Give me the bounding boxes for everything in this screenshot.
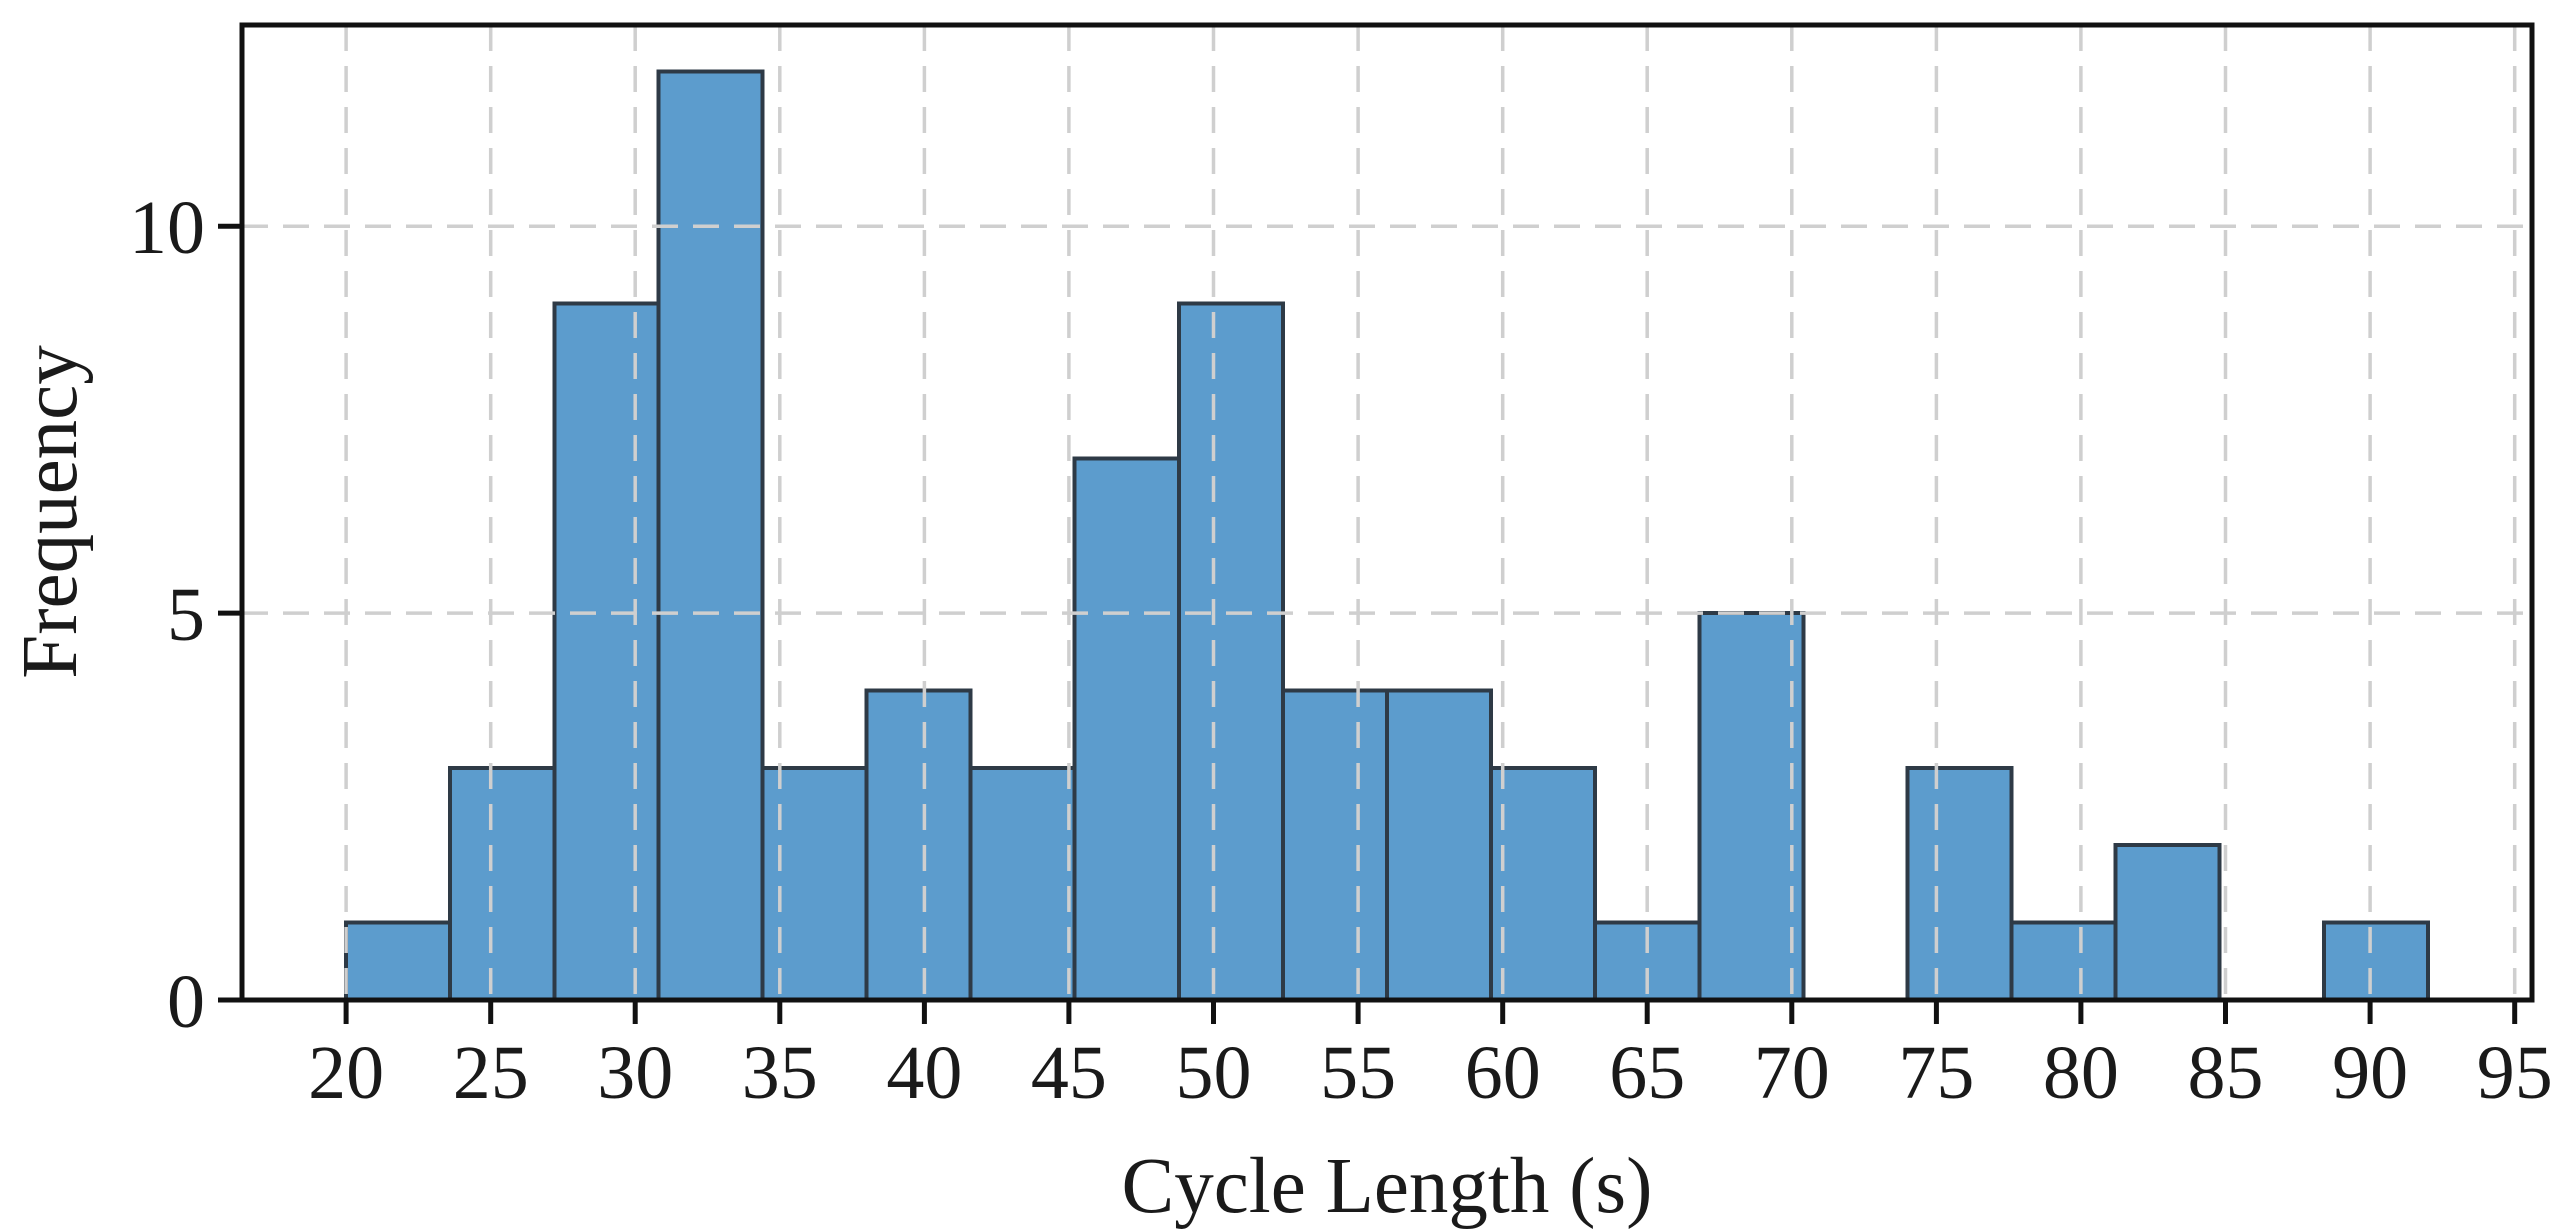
- histogram-bar: [1489, 765, 1598, 1003]
- y-tick-labels-layer: 0 5 10: [129, 186, 205, 1044]
- histogram-bar: [2009, 920, 2118, 1002]
- x-tick-label: 50: [1176, 1031, 1252, 1115]
- histogram-bar: [760, 765, 869, 1003]
- histogram-bar: [1280, 688, 1390, 1002]
- histogram-bar: [656, 69, 765, 1002]
- histogram-bar: [1905, 765, 2014, 1003]
- histogram-bar: [1072, 456, 1181, 1002]
- histogram-bar: [1697, 611, 1806, 1002]
- x-tick-label: 35: [742, 1031, 818, 1115]
- y-tick-label: 10: [129, 186, 205, 270]
- histogram-bar: [864, 688, 973, 1002]
- x-tick-label: 90: [2332, 1031, 2408, 1115]
- plot-border: [239, 22, 2535, 1003]
- y-ticks-layer: [218, 223, 242, 1003]
- x-tick-label: 45: [1031, 1031, 1107, 1115]
- histogram-bar: [344, 920, 453, 1002]
- x-tick-label: 95: [2477, 1031, 2553, 1115]
- x-axis-title: Cycle Length (s): [1122, 1143, 1653, 1230]
- x-tick-label: 30: [597, 1031, 673, 1115]
- histogram-bar: [2113, 843, 2222, 1003]
- x-tick-label: 65: [1609, 1031, 1685, 1115]
- histogram-bar: [2321, 920, 2430, 1002]
- x-tick-label: 70: [1754, 1031, 1830, 1115]
- x-tick-labels-layer: 20 25 30 35 40 45 50 55 60 65 70 75 80 85 90 95: [308, 1031, 2553, 1115]
- plot-border-layer: [239, 22, 2535, 1003]
- x-tick-label: 75: [1898, 1031, 1974, 1115]
- x-tick-label: 40: [886, 1031, 962, 1115]
- bars-layer: [344, 69, 2430, 1003]
- x-ticks-layer: [343, 1000, 2518, 1024]
- x-tick-label: 80: [2043, 1031, 2119, 1115]
- x-tick-label: 20: [308, 1031, 384, 1115]
- histogram-bar: [448, 765, 557, 1003]
- histogram-bar: [1176, 301, 1285, 1003]
- y-axis-title: Frequency: [7, 345, 94, 679]
- y-tick-label: 0: [167, 960, 205, 1044]
- x-tick-label: 60: [1465, 1031, 1541, 1115]
- histogram-bar: [552, 301, 661, 1003]
- x-tick-label: 55: [1320, 1031, 1396, 1115]
- x-tick-label: 25: [453, 1031, 529, 1115]
- y-tick-label: 5: [167, 573, 205, 657]
- histogram-bar: [1385, 688, 1494, 1002]
- x-tick-label: 85: [2188, 1031, 2264, 1115]
- histogram-bar: [968, 765, 1077, 1003]
